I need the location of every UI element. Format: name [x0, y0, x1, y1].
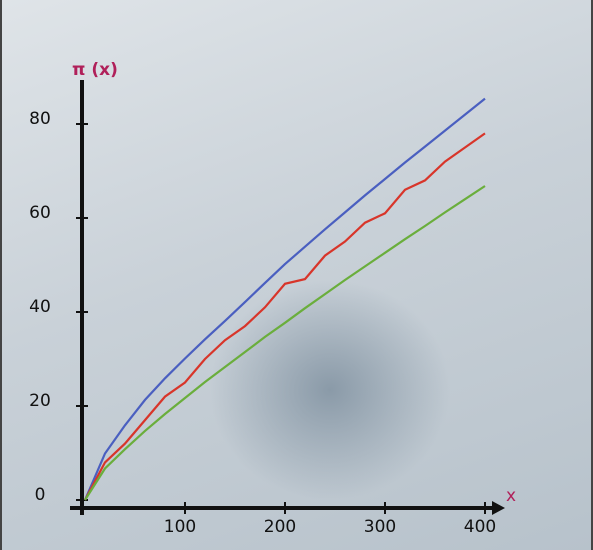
- y-tick-label: 60: [29, 203, 51, 223]
- y-tick-label: 0: [35, 485, 46, 505]
- series-line: [84, 132, 486, 501]
- x-tick-label: 400: [464, 517, 496, 537]
- x-tick-label: 100: [164, 517, 196, 537]
- x-arrow: [492, 501, 505, 515]
- y-axis-label: π (x): [72, 60, 118, 80]
- y-tick-label: 80: [29, 109, 51, 129]
- y-tick-label: 20: [29, 391, 51, 411]
- x-tick-label: 200: [264, 517, 296, 537]
- series-line: [84, 185, 486, 501]
- series-line: [83, 97, 486, 501]
- x-axis-label: x: [506, 486, 516, 506]
- x-tick-label: 300: [364, 517, 396, 537]
- y-tick-label: 40: [29, 297, 51, 317]
